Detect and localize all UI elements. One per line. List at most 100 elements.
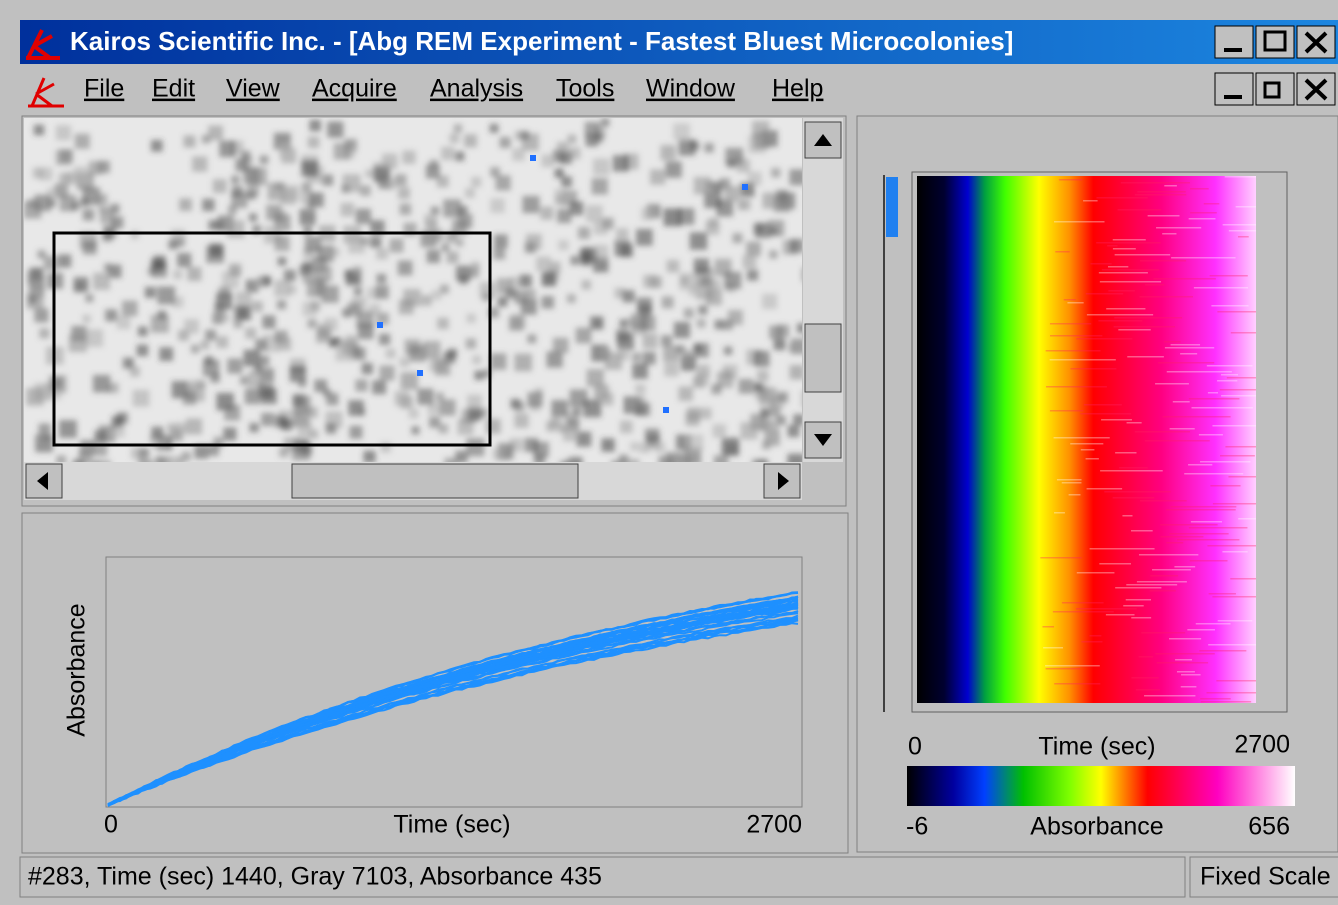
menu-item[interactable]: View <box>226 75 281 103</box>
colony <box>424 214 437 227</box>
colony <box>441 146 455 161</box>
menu-item[interactable]: Acquire <box>312 75 397 103</box>
heatmap-streak <box>1106 308 1146 310</box>
colony <box>397 260 413 276</box>
colony <box>760 407 770 418</box>
colony <box>577 226 591 240</box>
minimize-button[interactable] <box>1214 25 1254 59</box>
colony <box>340 202 355 217</box>
colony <box>527 392 543 408</box>
colony <box>524 438 539 452</box>
colony <box>258 355 270 367</box>
colony <box>243 349 261 367</box>
colony <box>713 455 729 462</box>
colony <box>738 378 754 394</box>
horizontal-thumb[interactable] <box>291 463 579 499</box>
colony <box>184 319 199 334</box>
colony <box>466 438 485 457</box>
heatmap-streak <box>1045 350 1101 352</box>
curve <box>107 619 799 806</box>
menu-item[interactable]: Window <box>646 75 736 103</box>
menu-item[interactable]: File <box>84 75 124 103</box>
menu-item[interactable]: Help <box>772 75 823 103</box>
colony <box>374 166 390 183</box>
colony <box>366 287 379 300</box>
heatmap-streak <box>1068 494 1081 496</box>
colony <box>111 416 123 428</box>
heatmap-streak <box>1107 266 1129 268</box>
colony <box>208 444 220 456</box>
colony <box>202 359 220 377</box>
child-close-button[interactable] <box>1296 72 1336 106</box>
colony <box>385 348 396 359</box>
colony <box>402 150 416 164</box>
colony <box>464 134 477 148</box>
colony <box>409 345 426 362</box>
colony <box>153 255 166 269</box>
colony <box>569 456 583 462</box>
heatmap-streak <box>1228 476 1256 478</box>
colony <box>438 423 449 434</box>
colony <box>349 425 363 439</box>
colony <box>28 275 45 292</box>
colony <box>283 269 296 282</box>
colony <box>661 335 673 347</box>
colony <box>692 376 705 389</box>
colony <box>711 384 722 395</box>
colony <box>793 414 802 426</box>
heatmap-streak <box>1052 611 1114 613</box>
heatmap-streak <box>1100 470 1163 472</box>
colony <box>342 308 352 318</box>
colony <box>399 203 412 216</box>
heatmap-streak <box>1042 626 1055 628</box>
child-restore-glyph <box>1263 81 1281 99</box>
vertical-thumb[interactable] <box>804 323 842 393</box>
colony <box>380 442 391 453</box>
colony <box>302 269 317 284</box>
colony <box>155 456 166 462</box>
colony <box>698 305 708 315</box>
colony <box>175 422 187 434</box>
colony <box>492 448 504 460</box>
selection-rectangle[interactable] <box>52 231 492 447</box>
slider-thumb[interactable] <box>886 177 898 237</box>
heatmap-streak <box>1045 668 1081 670</box>
menu-item[interactable]: Analysis <box>430 75 523 103</box>
colony <box>747 269 759 281</box>
window-controls[interactable] <box>1214 25 1336 106</box>
menu-item[interactable]: Edit <box>152 75 195 103</box>
colony <box>514 413 529 428</box>
heatmap-streak <box>1193 287 1249 289</box>
colony <box>88 161 103 175</box>
colony <box>739 199 751 210</box>
heatmap-streak <box>1127 356 1164 358</box>
colony <box>363 450 376 462</box>
colony <box>353 287 363 296</box>
menu-icon <box>28 77 64 108</box>
colony <box>186 418 203 435</box>
colony <box>279 447 289 458</box>
colony <box>298 379 307 388</box>
colony <box>254 365 263 374</box>
menu-item[interactable]: Tools <box>556 75 614 103</box>
vertical-scrollbar[interactable] <box>803 118 843 462</box>
colony <box>98 425 116 443</box>
colony <box>445 231 458 243</box>
colony <box>773 195 791 213</box>
colony <box>105 309 118 322</box>
colony <box>341 184 350 193</box>
child-restore-button[interactable] <box>1255 72 1295 106</box>
heatmap-streak <box>1049 359 1116 361</box>
colony <box>307 136 320 149</box>
colony <box>458 205 468 216</box>
colony <box>322 174 334 186</box>
colony <box>82 209 95 221</box>
colony <box>625 318 634 327</box>
x-max-label: 2700 <box>746 811 802 839</box>
heatmap-streak <box>1166 509 1236 511</box>
colony <box>673 123 690 140</box>
child-minimize-button[interactable] <box>1214 72 1254 106</box>
colony <box>663 345 680 362</box>
colony <box>696 364 710 378</box>
colony <box>304 236 321 253</box>
